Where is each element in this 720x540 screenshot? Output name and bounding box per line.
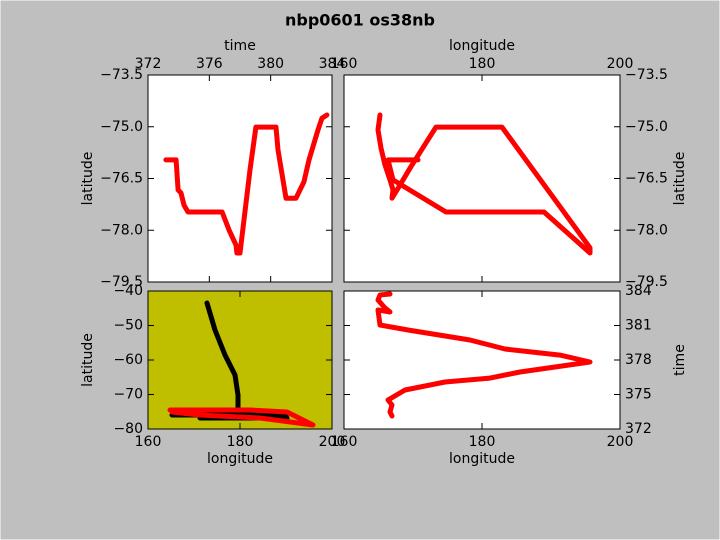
figure-title: nbp0601 os38nb (285, 11, 435, 30)
y-tick-label: −79.5 (100, 274, 143, 290)
x-axis-label: longitude (449, 451, 515, 467)
y-tick-label: −75.0 (100, 119, 143, 135)
x-tick-label: 380 (257, 56, 284, 72)
y-tick-label: −40 (113, 283, 143, 299)
track-line (375, 112, 593, 256)
y-tick-label: −80 (113, 421, 143, 437)
track-line (167, 407, 316, 428)
y-tick-label: −73.5 (100, 67, 143, 83)
y-tick-label: −60 (113, 352, 143, 368)
y-tick-label: −70 (113, 387, 143, 403)
x-tick-label: 200 (607, 56, 634, 72)
x-tick-label: 200 (319, 434, 346, 450)
y-axis-label: time (672, 344, 688, 376)
x-tick-label: 384 (319, 56, 346, 72)
y-axis-label: latitude (672, 152, 688, 206)
track-line (163, 112, 330, 256)
x-axis-label: longitude (207, 451, 273, 467)
y-axis-label: latitude (80, 333, 96, 387)
y-tick-label: 378 (625, 352, 652, 368)
y-tick-label: −50 (113, 318, 143, 334)
y-tick-label: 372 (625, 421, 652, 437)
plot-area (344, 75, 620, 282)
x-tick-label: 180 (469, 56, 496, 72)
x-axis-label: longitude (449, 38, 515, 54)
y-tick-label: −75.0 (625, 119, 668, 135)
x-tick-label: 160 (135, 434, 162, 450)
y-tick-label: −78.0 (625, 222, 668, 238)
y-tick-label: 381 (625, 318, 652, 334)
y-tick-label: 384 (625, 283, 652, 299)
x-tick-label: 160 (331, 434, 358, 450)
y-tick-label: −76.5 (100, 171, 143, 187)
x-tick-label: 376 (196, 56, 223, 72)
x-tick-label: 160 (331, 56, 358, 72)
y-tick-label: −78.0 (100, 222, 143, 238)
y-tick-label: 375 (625, 387, 652, 403)
x-tick-label: 180 (469, 434, 496, 450)
y-tick-label: −79.5 (625, 274, 668, 290)
x-tick-label: 372 (135, 56, 162, 72)
x-axis-label: time (224, 38, 256, 54)
y-axis-label: latitude (80, 152, 96, 206)
x-tick-label: 200 (607, 434, 634, 450)
y-tick-label: −73.5 (625, 67, 668, 83)
x-tick-label: 180 (227, 434, 254, 450)
track-line (375, 291, 593, 419)
y-tick-label: −76.5 (625, 171, 668, 187)
